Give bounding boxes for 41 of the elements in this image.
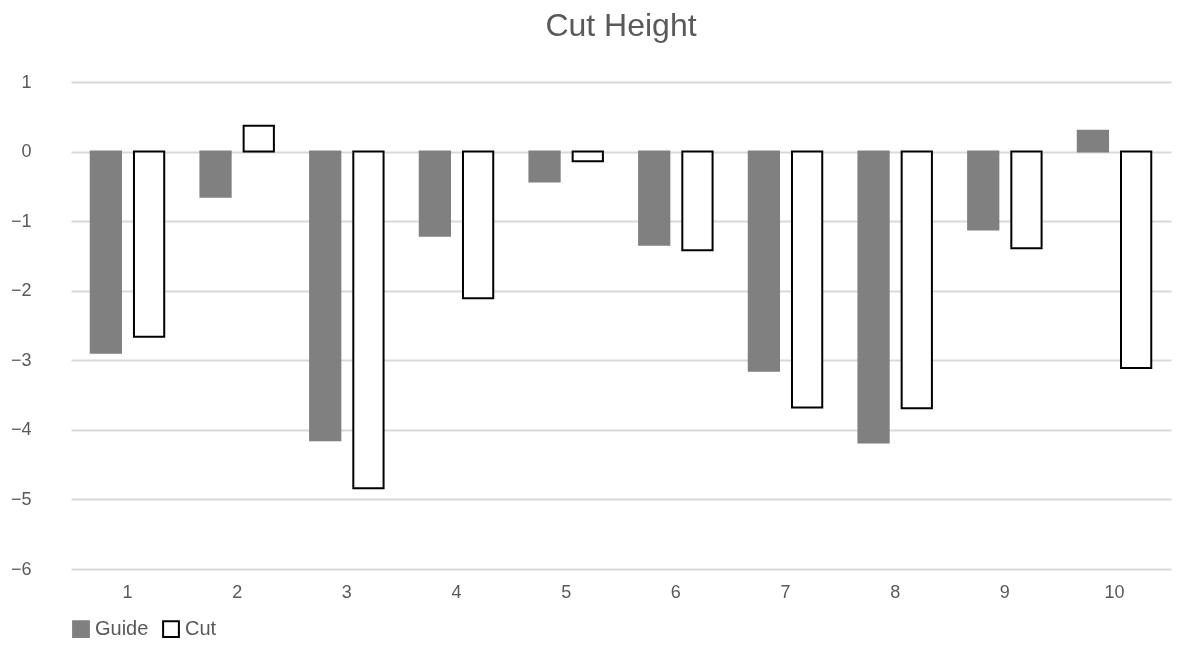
x-tick-label: 7 (780, 581, 791, 602)
bar (352, 150, 385, 490)
bar (199, 150, 232, 198)
x-tick-label: 6 (670, 581, 681, 602)
bar (242, 124, 275, 153)
bar (1120, 150, 1153, 369)
x-tick-label: 3 (341, 581, 352, 602)
bar (900, 150, 933, 410)
x-tick-label: 1 (122, 581, 133, 602)
bar (89, 150, 122, 354)
bar (638, 150, 671, 246)
bar (1010, 150, 1043, 250)
bar (461, 150, 495, 300)
x-tick-label: 10 (1104, 581, 1125, 602)
y-tick-label: 1 (21, 71, 32, 92)
bar (528, 150, 561, 183)
bar (790, 150, 824, 409)
y-tick-label: 0 (21, 141, 32, 162)
legend-label: Guide (95, 617, 149, 640)
y-tick-label: −2 (10, 280, 32, 301)
x-tick-label: 9 (999, 581, 1010, 602)
x-tick-label: 5 (561, 581, 572, 602)
bar (681, 150, 714, 252)
y-tick-label: −3 (10, 349, 32, 370)
bar (418, 150, 452, 237)
bar (309, 150, 342, 442)
y-tick-label: −4 (10, 419, 32, 440)
bar (857, 150, 890, 444)
legend-label: Cut (185, 617, 217, 640)
bar (747, 150, 781, 372)
x-tick-label: 8 (890, 581, 901, 602)
bar (1076, 129, 1110, 153)
y-tick-label: −5 (10, 488, 32, 509)
bar (967, 150, 1000, 231)
y-tick-label: −6 (10, 558, 32, 579)
bar (132, 150, 166, 338)
chart-title: Cut Height (545, 7, 697, 43)
x-tick-label: 2 (232, 581, 243, 602)
bar (571, 150, 604, 163)
y-tick-label: −1 (10, 210, 32, 231)
x-tick-label: 4 (451, 581, 462, 602)
